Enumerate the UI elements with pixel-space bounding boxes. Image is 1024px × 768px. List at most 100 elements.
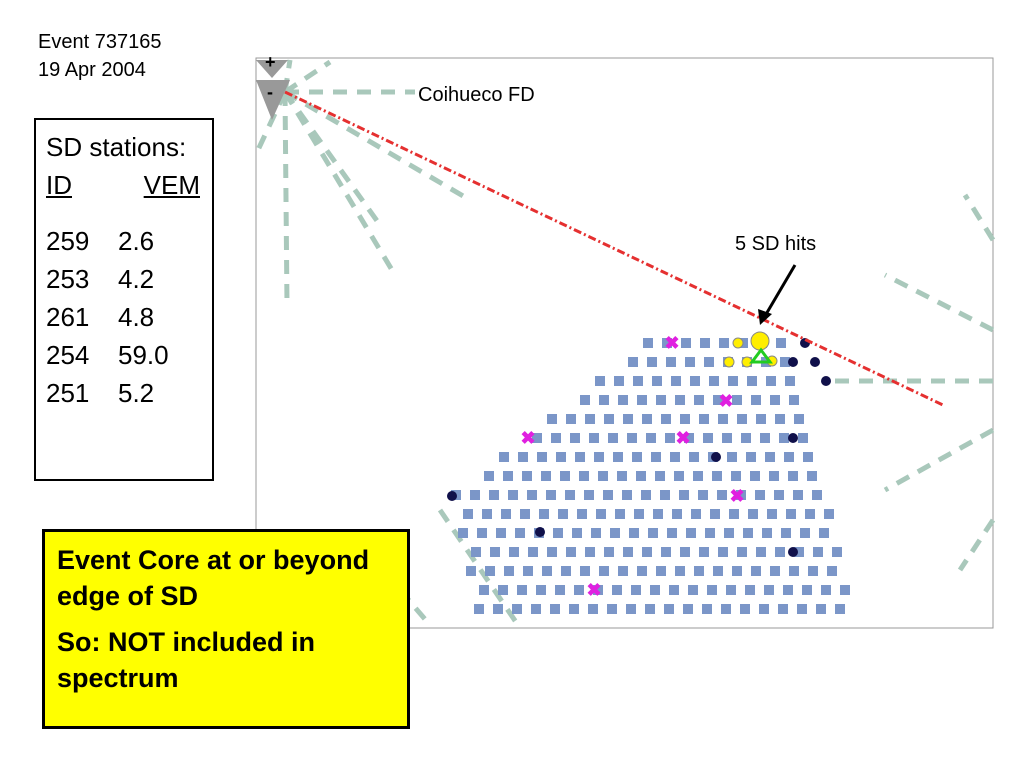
sd-station xyxy=(645,604,655,614)
sd-station xyxy=(746,452,756,462)
sd-station xyxy=(679,490,689,500)
sd-station xyxy=(652,376,662,386)
sd-station xyxy=(618,566,628,576)
sd-station xyxy=(626,604,636,614)
fd-ray xyxy=(883,272,995,333)
fd-ray xyxy=(283,89,472,203)
sd-station xyxy=(755,490,765,500)
sd-station xyxy=(779,433,789,443)
sd-station xyxy=(656,395,666,405)
sd-station xyxy=(637,566,647,576)
table-cell: 259 xyxy=(46,226,90,256)
sd-station xyxy=(496,528,506,538)
sd-station xyxy=(684,433,694,443)
dead-station xyxy=(788,357,798,367)
table-cell: 4.2 xyxy=(118,264,155,294)
sd-station xyxy=(550,604,560,614)
sd-station xyxy=(596,509,606,519)
sd-station xyxy=(493,604,503,614)
sd-station xyxy=(520,509,530,519)
sd-station xyxy=(808,566,818,576)
hit-station xyxy=(750,331,770,351)
sd-station xyxy=(765,452,775,462)
sd-station xyxy=(698,490,708,500)
sd-station xyxy=(629,528,639,538)
sd-station xyxy=(482,509,492,519)
sd-station xyxy=(650,585,660,595)
sd-station xyxy=(718,547,728,557)
sd-station xyxy=(807,471,817,481)
sd-station xyxy=(713,395,723,405)
sd-station xyxy=(690,376,700,386)
sd-station xyxy=(802,585,812,595)
hit-station xyxy=(732,337,744,349)
fd-ray xyxy=(883,427,995,493)
sd-station xyxy=(577,509,587,519)
sd-station xyxy=(798,433,808,443)
sd-station xyxy=(778,604,788,614)
sd-station xyxy=(719,338,729,348)
sd-station xyxy=(681,338,691,348)
sd-station xyxy=(536,585,546,595)
sd-station xyxy=(604,547,614,557)
dead-station xyxy=(711,452,721,462)
bad-station: ✖ xyxy=(520,428,535,448)
sd-station xyxy=(784,452,794,462)
sd-station xyxy=(685,357,695,367)
sd-station xyxy=(651,452,661,462)
sd-station xyxy=(759,604,769,614)
sd-station xyxy=(527,490,537,500)
zoom-in-label[interactable]: + xyxy=(265,52,276,72)
zoom-out[interactable]: - xyxy=(256,80,290,120)
sd-station xyxy=(740,604,750,614)
zoom-in[interactable]: + xyxy=(256,52,288,78)
sd-station xyxy=(756,547,766,557)
sd-station xyxy=(789,566,799,576)
sd-station xyxy=(558,509,568,519)
sd-station xyxy=(579,471,589,481)
sd-station xyxy=(623,547,633,557)
sd-station xyxy=(717,490,727,500)
sd-station xyxy=(632,452,642,462)
sd-station xyxy=(470,490,480,500)
sd-station xyxy=(662,338,672,348)
station-table: SD stations: ID VEM 259 2.6 253 4.2 261 4.8 25… xyxy=(34,118,214,481)
dead-station xyxy=(810,357,820,367)
sd-station xyxy=(509,547,519,557)
sd-station xyxy=(713,566,723,576)
sd-station xyxy=(618,395,628,405)
sd-station xyxy=(743,528,753,538)
sd-station xyxy=(653,509,663,519)
table-cell: 261 xyxy=(46,302,90,332)
conclusion-box: Event Core at or beyond edge of SD So: N… xyxy=(42,529,410,729)
sd-station xyxy=(727,452,737,462)
zoom-out-label[interactable]: - xyxy=(267,82,273,102)
table-cell: 5.2 xyxy=(118,378,155,408)
sd-station xyxy=(756,414,766,424)
sd-station xyxy=(671,376,681,386)
sd-station xyxy=(693,471,703,481)
sd-station xyxy=(664,604,674,614)
sd-station xyxy=(575,452,585,462)
sd-station xyxy=(556,452,566,462)
sd-station xyxy=(594,452,604,462)
sd-station xyxy=(474,604,484,614)
sd-station xyxy=(689,452,699,462)
sd-station xyxy=(648,528,658,538)
sd-station xyxy=(646,433,656,443)
sd-station xyxy=(783,585,793,595)
sd-station xyxy=(542,566,552,576)
dead-station xyxy=(447,491,457,501)
sd-station xyxy=(661,547,671,557)
sd-station xyxy=(699,547,709,557)
sd-station xyxy=(647,357,657,367)
note-line: Event Core at or beyond edge of SD xyxy=(57,545,370,611)
sd-station xyxy=(669,585,679,595)
sd-station xyxy=(627,433,637,443)
map-frame xyxy=(255,57,994,629)
sd-station xyxy=(477,528,487,538)
sd-station xyxy=(774,490,784,500)
sd-station xyxy=(551,433,561,443)
column-header: ID xyxy=(46,170,72,200)
